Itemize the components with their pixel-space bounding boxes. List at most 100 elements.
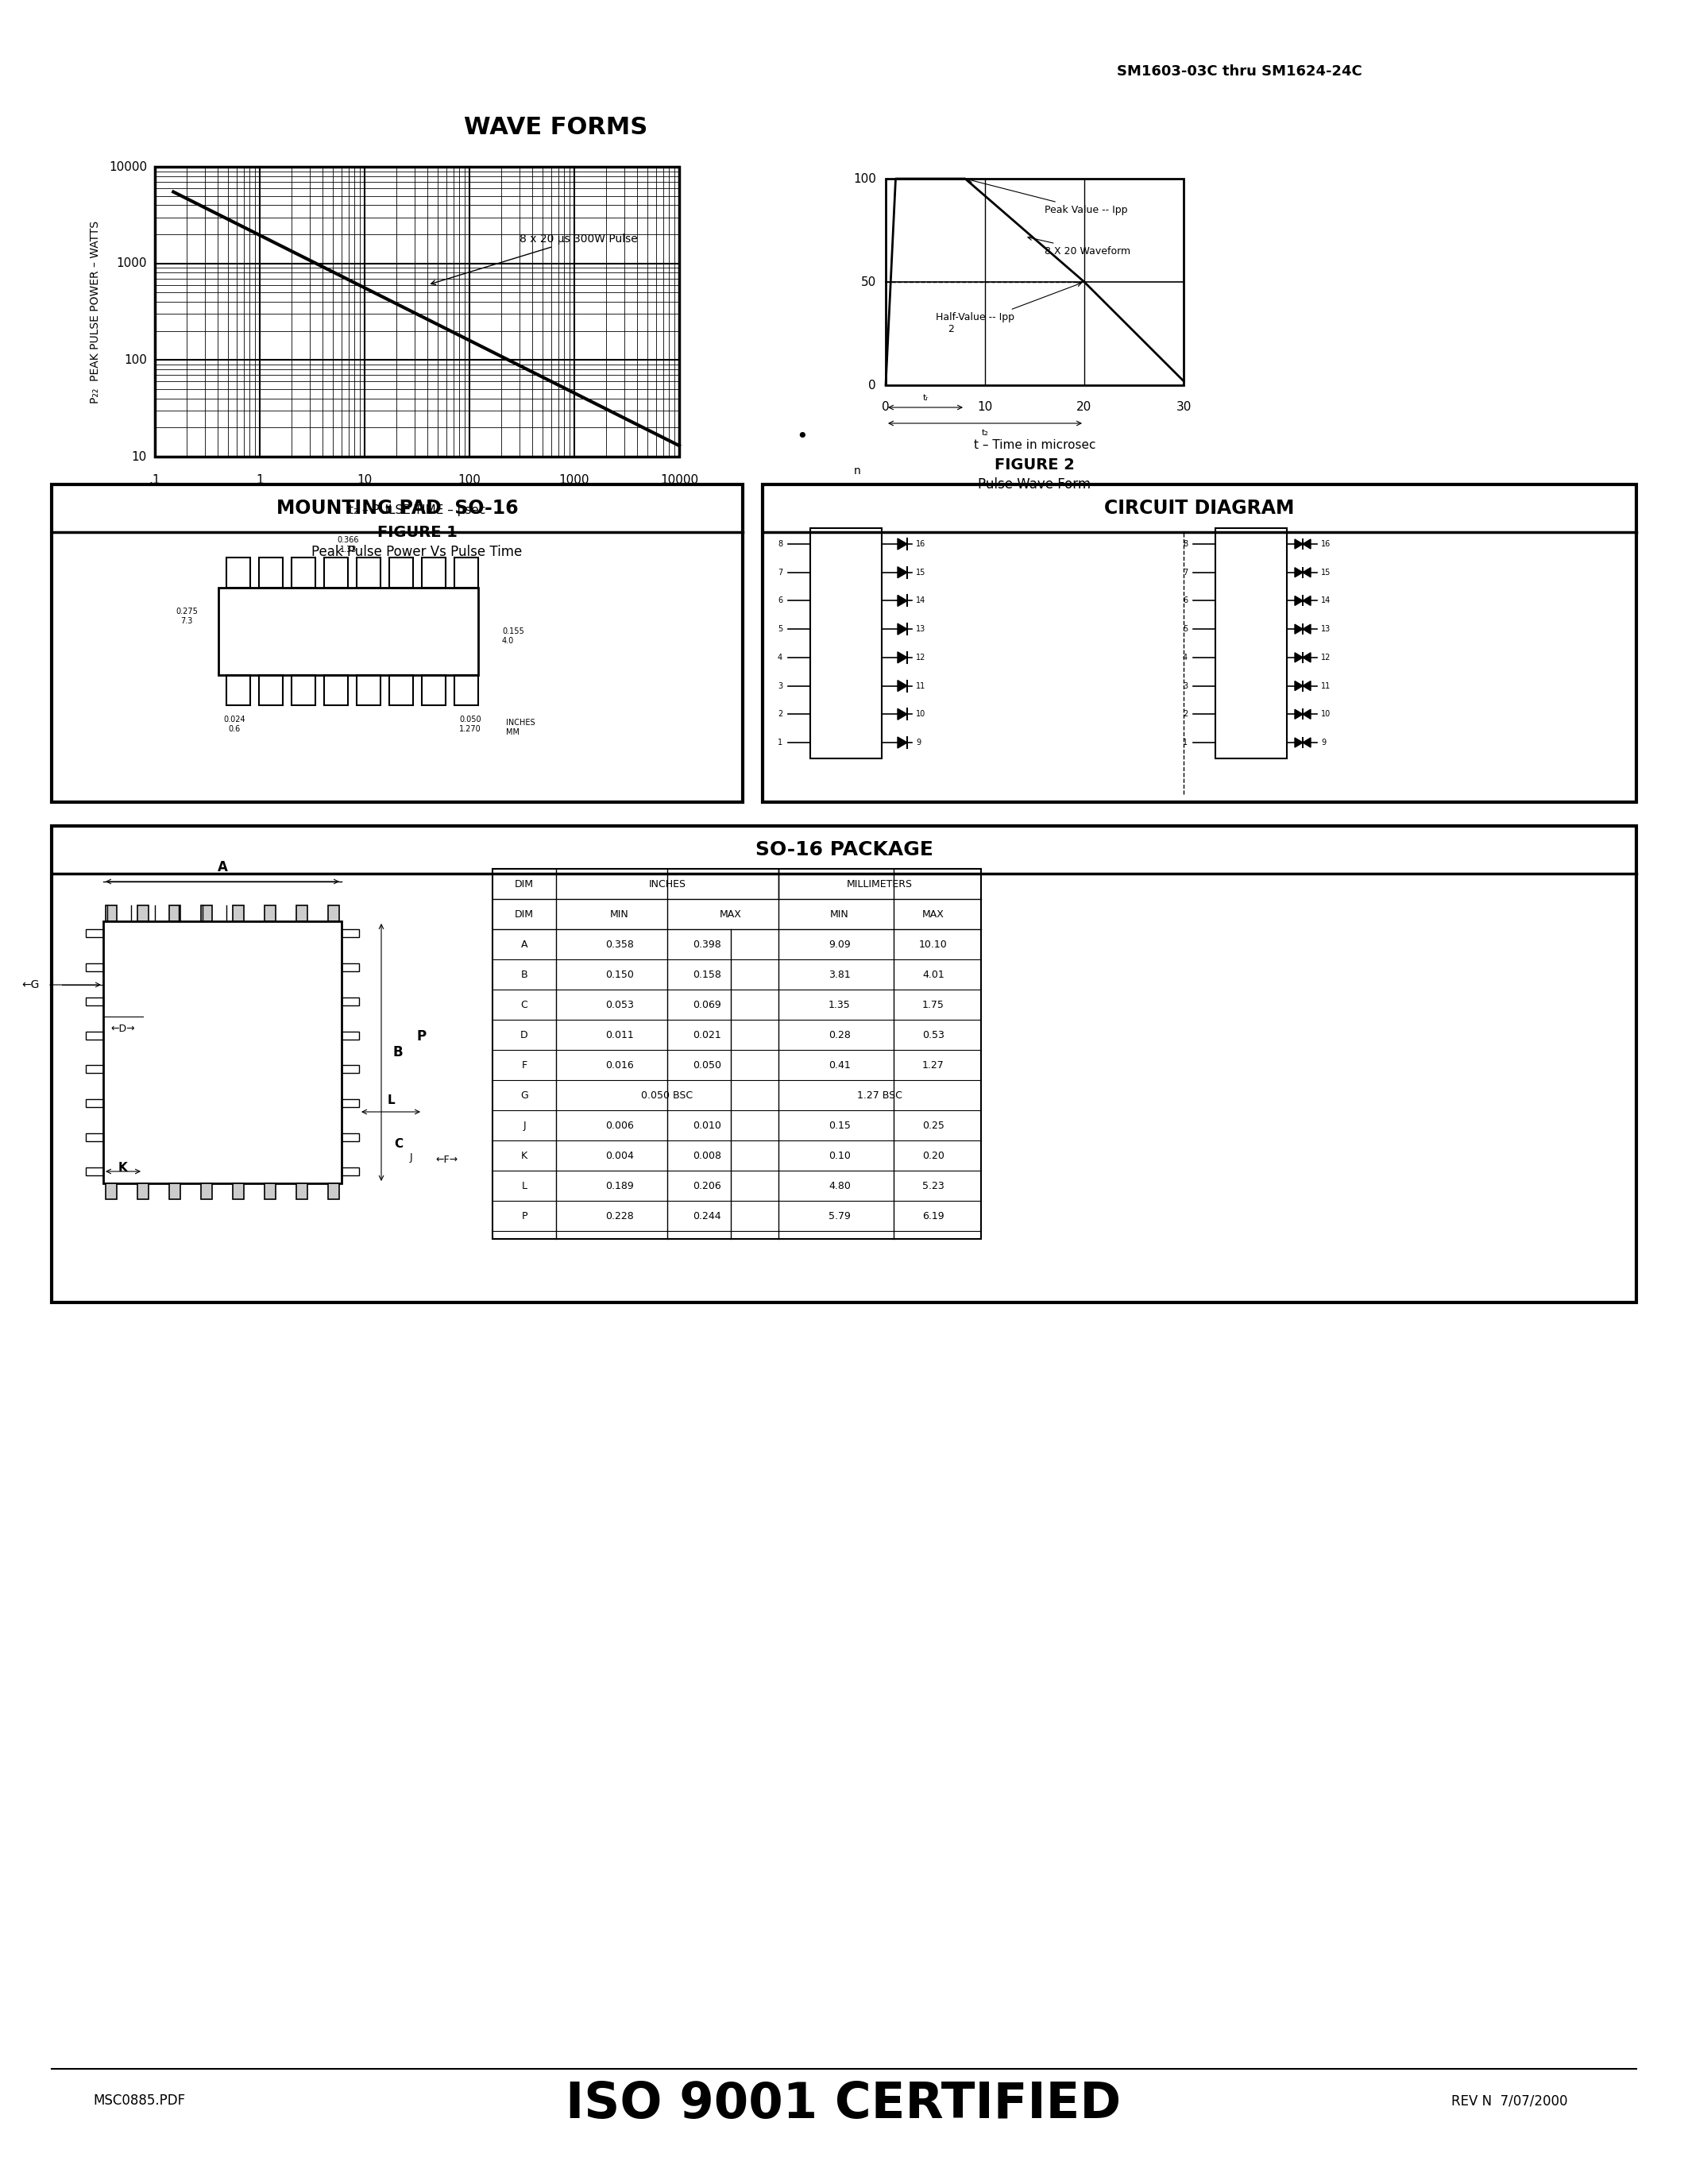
Text: 6.19: 6.19 <box>922 1210 944 1221</box>
Polygon shape <box>1295 625 1303 633</box>
Text: 1: 1 <box>1183 738 1188 747</box>
Text: 20: 20 <box>1077 402 1092 413</box>
Polygon shape <box>1303 539 1310 548</box>
Polygon shape <box>1295 568 1303 577</box>
Text: SM1603-03C thru SM1624-24C: SM1603-03C thru SM1624-24C <box>1116 63 1362 79</box>
Bar <box>169 1184 181 1199</box>
Text: 10000: 10000 <box>108 162 147 173</box>
Text: Peak Value -- Ipp: Peak Value -- Ipp <box>969 179 1128 214</box>
Text: B: B <box>393 1046 403 1059</box>
Polygon shape <box>1295 653 1303 662</box>
Text: 0.366: 0.366 <box>338 535 360 544</box>
Text: WAVE FORMS: WAVE FORMS <box>464 116 648 138</box>
Text: 100: 100 <box>123 354 147 367</box>
Text: t – Time in microsec: t – Time in microsec <box>974 439 1096 450</box>
Text: 1: 1 <box>257 474 263 487</box>
Text: 0.15: 0.15 <box>829 1120 851 1131</box>
Bar <box>297 1184 307 1199</box>
Bar <box>341 928 360 937</box>
Text: 16: 16 <box>1322 539 1330 548</box>
Bar <box>201 906 213 922</box>
Polygon shape <box>1295 596 1303 605</box>
Text: 0.006: 0.006 <box>606 1120 635 1131</box>
Text: B: B <box>522 970 528 981</box>
Polygon shape <box>1303 625 1310 633</box>
Text: 4: 4 <box>778 653 783 662</box>
Text: 4: 4 <box>1183 653 1188 662</box>
Text: .1: .1 <box>149 474 160 487</box>
Text: 1.27: 1.27 <box>922 1059 944 1070</box>
Text: 0.150: 0.150 <box>606 970 635 981</box>
Text: 8: 8 <box>778 539 783 548</box>
Polygon shape <box>1295 681 1303 690</box>
Text: G: G <box>520 1090 528 1101</box>
Text: 0.275: 0.275 <box>176 607 197 616</box>
Bar <box>218 587 478 675</box>
Text: 6: 6 <box>778 596 783 605</box>
Text: 2: 2 <box>1183 710 1188 719</box>
Text: 14: 14 <box>917 596 925 605</box>
Text: 0.050 BSC: 0.050 BSC <box>641 1090 694 1101</box>
Text: 5.79: 5.79 <box>829 1210 851 1221</box>
Text: P: P <box>417 1029 427 1044</box>
Text: 4.01: 4.01 <box>922 970 944 981</box>
Text: FIGURE 1: FIGURE 1 <box>376 524 457 539</box>
Text: 7: 7 <box>1183 568 1188 577</box>
Text: 0.021: 0.021 <box>692 1029 721 1040</box>
Text: INCHES: INCHES <box>506 719 535 727</box>
Text: 0.53: 0.53 <box>922 1029 945 1040</box>
Text: MM: MM <box>506 727 520 736</box>
Text: 0.228: 0.228 <box>606 1210 633 1221</box>
Text: 13: 13 <box>917 625 925 633</box>
Bar <box>86 928 103 937</box>
Text: 50: 50 <box>861 275 876 288</box>
Text: 8 X 20 Waveform: 8 X 20 Waveform <box>1028 236 1131 256</box>
Polygon shape <box>1303 596 1310 605</box>
Bar <box>86 1168 103 1175</box>
Text: tᵣ: tᵣ <box>923 393 928 402</box>
Text: P: P <box>522 1210 527 1221</box>
Bar <box>810 529 881 758</box>
Text: SO-16 PACKAGE: SO-16 PACKAGE <box>755 841 933 858</box>
Text: 4.80: 4.80 <box>829 1182 851 1190</box>
Bar <box>137 1184 149 1199</box>
Text: 16: 16 <box>917 539 925 548</box>
Text: 0.244: 0.244 <box>692 1210 721 1221</box>
Text: 13: 13 <box>1322 625 1330 633</box>
Text: L: L <box>522 1182 527 1190</box>
Bar <box>137 906 149 922</box>
Text: 10: 10 <box>132 450 147 463</box>
Polygon shape <box>1295 539 1303 548</box>
Text: 2: 2 <box>778 710 783 719</box>
Text: 0.024: 0.024 <box>223 716 245 723</box>
Text: 1.33: 1.33 <box>339 546 356 553</box>
Bar <box>265 1184 275 1199</box>
Text: A: A <box>522 939 528 950</box>
Bar <box>103 922 341 1184</box>
Bar <box>52 826 1636 1302</box>
Bar <box>324 675 348 705</box>
Text: 10000: 10000 <box>660 474 699 487</box>
Text: t₂: t₂ <box>981 428 989 437</box>
Text: F: F <box>522 1059 527 1070</box>
Text: 0.41: 0.41 <box>829 1059 851 1070</box>
Text: MAX: MAX <box>922 909 945 919</box>
Text: 4.0: 4.0 <box>501 638 515 644</box>
Text: REV N  7/07/2000: REV N 7/07/2000 <box>1452 2094 1568 2108</box>
Bar <box>1215 529 1286 758</box>
Bar <box>169 906 181 922</box>
Bar <box>763 485 1636 802</box>
Polygon shape <box>898 625 906 636</box>
Text: 0.28: 0.28 <box>829 1029 851 1040</box>
Bar <box>341 1099 360 1107</box>
Polygon shape <box>1303 653 1310 662</box>
Text: 8 x 20 μs 300W Pulse: 8 x 20 μs 300W Pulse <box>430 234 638 284</box>
Text: Pulse Wave Form: Pulse Wave Form <box>979 478 1090 491</box>
Text: 7.3: 7.3 <box>181 618 192 625</box>
Bar <box>327 1184 339 1199</box>
Text: K: K <box>522 1151 527 1160</box>
Text: 1000: 1000 <box>116 258 147 269</box>
Text: 0.008: 0.008 <box>692 1151 721 1160</box>
Bar <box>454 557 478 587</box>
Text: 3.81: 3.81 <box>829 970 851 981</box>
